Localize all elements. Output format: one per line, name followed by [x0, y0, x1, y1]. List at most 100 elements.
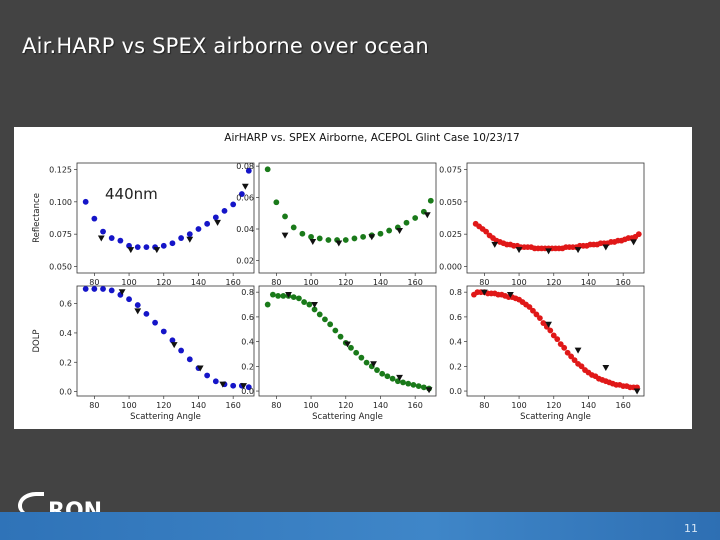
y-tick-label: 0.8	[241, 288, 254, 297]
data-point	[327, 321, 334, 328]
x-tick-label: 100	[303, 401, 318, 410]
data-point	[296, 295, 302, 302]
panel-grid: 80 100 120 140 160 0.050 0.075 0.100 0.125 Reflec…	[32, 162, 645, 422]
data-point	[245, 167, 252, 174]
spex-point	[545, 321, 552, 328]
data-point	[221, 207, 228, 214]
data-point	[280, 292, 287, 299]
spex-point	[370, 361, 377, 368]
x-tick-label: 140	[373, 401, 388, 410]
data-point	[143, 244, 150, 251]
data-point	[536, 315, 543, 322]
data-point	[134, 302, 141, 308]
figure-suptitle: AirHARP vs. SPEX Airborne, ACEPOL Glint …	[224, 132, 519, 144]
spex-point	[574, 347, 582, 354]
spex-point	[214, 219, 221, 226]
data-point	[483, 228, 489, 235]
data-point	[374, 367, 380, 373]
x-tick-label: 80	[479, 278, 489, 287]
data-point	[273, 199, 280, 206]
spex-point	[491, 241, 499, 248]
spex-point	[480, 289, 488, 296]
data-point	[299, 230, 306, 237]
x-tick-label: 160	[226, 278, 241, 287]
data-point	[186, 356, 193, 363]
x-tick-label: 120	[338, 401, 353, 410]
data-point	[117, 237, 124, 244]
x-tick-label: 140	[581, 401, 596, 410]
spex-point	[219, 381, 227, 388]
y-tick-label: 0.0	[449, 387, 462, 396]
data-point	[152, 319, 158, 326]
spex-point	[602, 364, 610, 371]
data-point	[126, 296, 132, 303]
y-tick-label: 0.04	[236, 225, 254, 234]
data-point	[348, 344, 354, 351]
spex-point	[153, 247, 161, 254]
data-point	[526, 304, 533, 310]
figure-canvas: AirHARP vs. SPEX Airborne, ACEPOL Glint …	[32, 132, 645, 422]
spex-point	[196, 365, 204, 372]
panel-dolp-green: 80 100 120 140 160 0.0 0.2 0.4 0.6 0.8 Scattering …	[241, 285, 437, 422]
panel-reflectance-red: 80 100 120 140 160 0.000 0.025 0.050 0.075	[439, 162, 645, 287]
data-point	[420, 384, 427, 391]
data-point	[557, 341, 564, 347]
data-point	[195, 226, 202, 232]
data-point	[405, 380, 412, 387]
spex-point	[241, 183, 249, 190]
data-point	[351, 235, 358, 242]
x-tick-label: 80	[89, 278, 99, 287]
data-point	[550, 332, 557, 339]
footer-bar	[0, 512, 720, 540]
spex-point	[335, 240, 343, 247]
spex-point	[311, 301, 318, 308]
data-point	[311, 306, 318, 313]
data-point	[332, 327, 339, 334]
y-tick-label: 0.075	[49, 230, 72, 239]
data-point	[363, 359, 370, 366]
spex-point	[134, 308, 142, 315]
data-point	[301, 299, 308, 305]
axes-frame	[76, 285, 255, 397]
spex-point	[344, 341, 351, 348]
data-point	[204, 220, 211, 227]
spex-point	[368, 234, 376, 241]
slide-title: Air.HARP vs SPEX airborne over ocean	[22, 34, 429, 58]
data-point	[564, 349, 571, 356]
y-tick-label: 0.06	[236, 194, 254, 203]
data-point	[400, 379, 406, 386]
axes-frame	[258, 162, 437, 274]
data-point	[571, 357, 578, 364]
data-point	[230, 201, 237, 208]
spex-point	[574, 247, 582, 254]
data-point	[160, 328, 167, 335]
data-point	[186, 231, 193, 238]
spex-point	[423, 212, 431, 219]
data-point	[230, 382, 237, 389]
data-point	[379, 370, 386, 377]
y-tick-label: 0.6	[449, 313, 462, 322]
data-point	[282, 213, 288, 220]
y-tick-label: 0.125	[49, 165, 72, 174]
y-tick-label: 0.050	[439, 198, 462, 207]
x-tick-label: 140	[191, 278, 206, 287]
data-point	[108, 287, 115, 294]
data-point	[337, 333, 344, 340]
x-tick-label: 80	[271, 278, 281, 287]
x-axis-label: Scattering Angle	[312, 412, 383, 422]
data-point	[547, 327, 554, 334]
spex-point	[515, 247, 523, 254]
wavelength-label: 440nm	[105, 185, 158, 203]
comparison-figure: AirHARP vs. SPEX Airborne, ACEPOL Glint …	[14, 127, 692, 429]
y-tick-label: 0.02	[236, 256, 254, 265]
y-tick-label: 0.050	[49, 263, 72, 272]
x-tick-label: 100	[303, 278, 318, 287]
data-point	[245, 384, 252, 391]
y-tick-label: 0.4	[241, 338, 254, 347]
data-point	[578, 363, 585, 370]
data-point	[322, 316, 328, 323]
y-tick-label: 0.2	[241, 362, 254, 371]
data-point	[269, 291, 276, 298]
x-tick-label: 160	[616, 401, 631, 410]
data-point	[316, 235, 323, 242]
